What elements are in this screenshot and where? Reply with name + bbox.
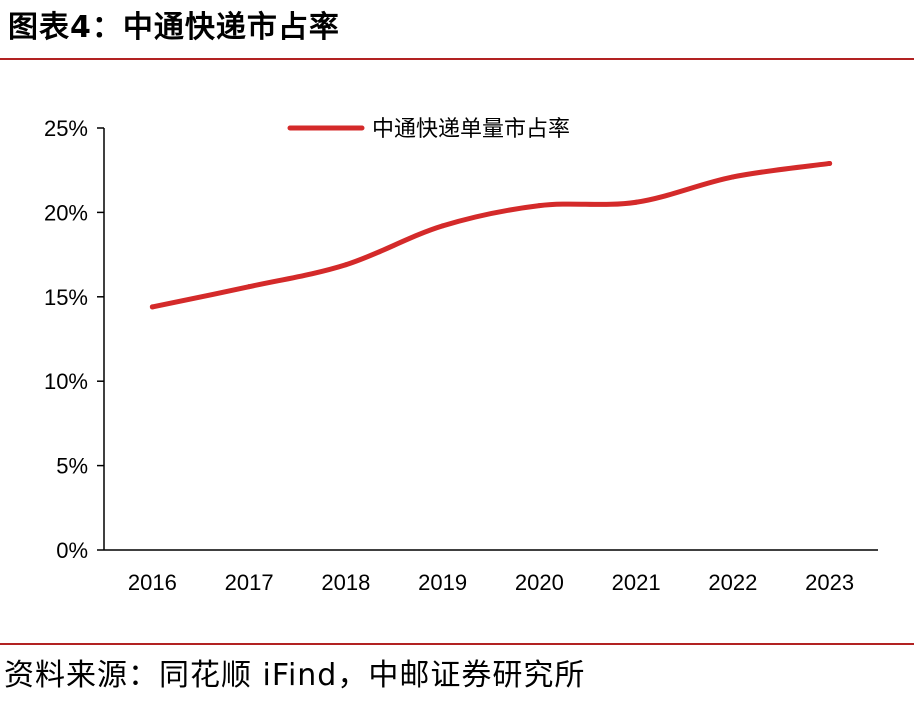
data-point — [633, 199, 639, 205]
x-tick-label: 2023 — [805, 570, 854, 595]
x-tick-label: 2018 — [321, 570, 370, 595]
x-tick-label: 2022 — [708, 570, 757, 595]
x-tick-label: 2019 — [418, 570, 467, 595]
data-point — [246, 284, 252, 290]
x-tick-label: 2017 — [225, 570, 274, 595]
y-tick-label: 0% — [56, 538, 88, 563]
chart-title: 图表4：中通快递市占率 — [8, 10, 340, 45]
series-line — [149, 160, 833, 310]
legend: 中通快递单量市占率 — [287, 117, 570, 142]
y-tick-label: 5% — [56, 454, 88, 479]
data-point — [536, 203, 542, 209]
y-tick-label: 20% — [44, 200, 88, 225]
data-point — [730, 174, 736, 180]
data-point — [149, 304, 155, 310]
data-point — [827, 160, 833, 166]
data-point — [343, 262, 349, 268]
source-note: 资料来源：同花顺 iFind，中邮证券研究所 — [4, 658, 586, 693]
line-chart: 0% 5% 10% 15% 20% 25% 2016 2017 2018 2019 2020 202… — [44, 116, 878, 595]
x-tick-label: 2021 — [612, 570, 661, 595]
legend-label: 中通快递单量市占率 — [372, 117, 570, 142]
series-group — [149, 160, 833, 310]
source-divider — [0, 643, 914, 645]
x-tick-label: 2020 — [515, 570, 564, 595]
title-divider — [0, 58, 914, 60]
y-tick-label: 25% — [44, 116, 88, 141]
chart-axes — [103, 128, 878, 551]
x-tick-label: 2016 — [128, 570, 177, 595]
data-point — [440, 223, 446, 229]
y-tick-label: 10% — [44, 369, 88, 394]
y-axis-ticks: 0% 5% 10% 15% 20% 25% — [44, 116, 104, 563]
y-tick-label: 15% — [44, 285, 88, 310]
x-axis-ticks: 2016 2017 2018 2019 2020 2021 2022 2023 — [128, 570, 854, 595]
